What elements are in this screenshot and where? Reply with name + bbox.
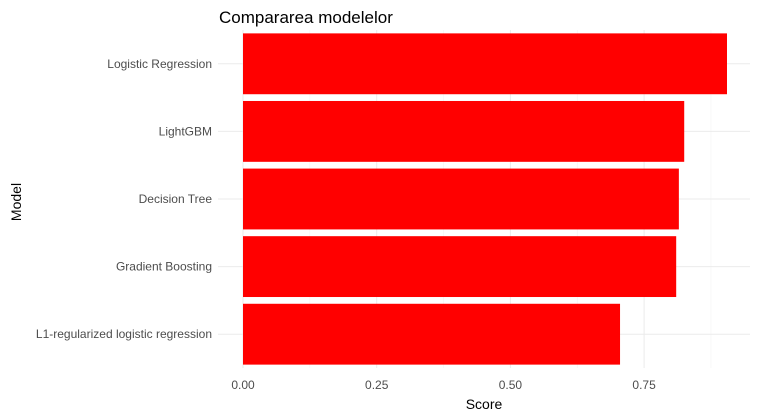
y-tick-label: Gradient Boosting [116,260,212,274]
x-axis-title: Score [466,396,503,412]
x-tick-label: 0.75 [632,378,656,392]
bar [243,303,621,365]
x-tick-labels: 0.00 0.25 0.50 0.75 [231,378,656,392]
bar [243,100,685,162]
bar [243,33,727,95]
y-axis-title: Model [8,183,24,221]
y-tick-labels: Logistic Regression LightGBM Decision Tree… [36,57,212,341]
y-tick-label: L1-regularized logistic regression [36,327,212,341]
x-tick-label: 0.00 [231,378,255,392]
bars [243,33,727,365]
chart-title: Compararea modelelor [219,8,393,27]
y-tick-label: LightGBM [159,124,212,138]
bar [243,236,677,298]
x-tick-label: 0.25 [365,378,389,392]
x-tick-label: 0.50 [499,378,523,392]
bar [243,168,679,230]
y-tick-label: Logistic Regression [107,57,212,71]
y-tick-label: Decision Tree [139,192,213,206]
